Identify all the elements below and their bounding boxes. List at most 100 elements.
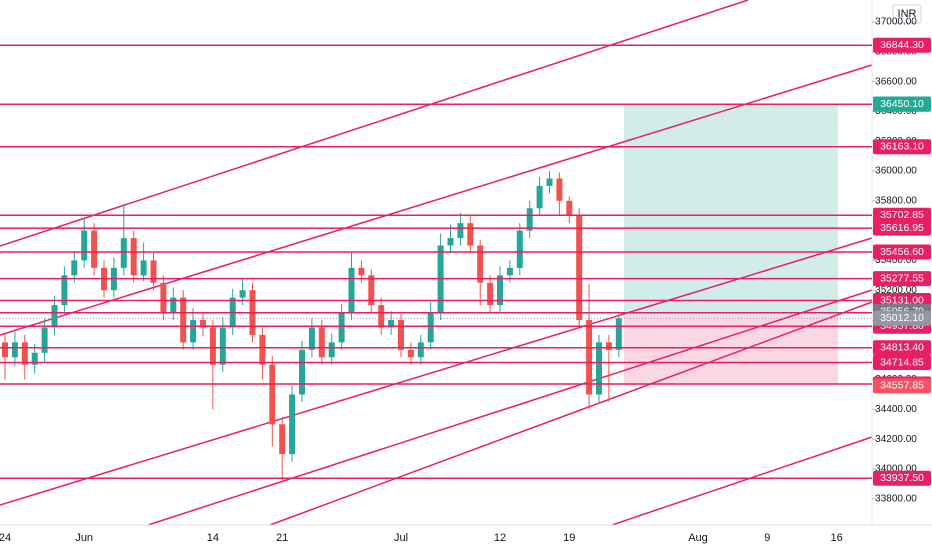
candle-body <box>140 260 147 276</box>
candle-body <box>51 305 58 328</box>
candle-body <box>368 275 375 306</box>
price-tag-label: 36450.10 <box>880 98 924 110</box>
level-tag-label: 35277.55 <box>880 272 924 284</box>
x-tick-label: 9 <box>764 532 770 544</box>
candle-body <box>328 342 335 358</box>
candle-body <box>41 327 48 353</box>
projection <box>624 104 838 385</box>
level-tag <box>873 354 931 370</box>
trend-line <box>147 289 873 526</box>
level-tag-label: 35616.95 <box>880 222 924 234</box>
candle-body <box>477 245 484 283</box>
level-tag-label: 36844.30 <box>880 39 924 51</box>
candle-body <box>506 267 513 276</box>
candle-body <box>526 208 533 231</box>
candle-body <box>61 275 68 306</box>
level-tag <box>873 340 931 356</box>
level-tag-label: 35456.60 <box>880 246 924 258</box>
candle-body <box>457 223 464 239</box>
candle-body <box>615 318 622 350</box>
price-tag <box>873 96 931 112</box>
candle-body <box>279 424 286 455</box>
candle-body <box>358 267 365 276</box>
candle-body <box>289 394 296 455</box>
y-tick-label: 37000.00 <box>875 17 917 28</box>
candle-body <box>378 305 385 328</box>
x-tick-label: 12 <box>494 532 506 544</box>
candle-body <box>497 275 503 306</box>
y-tick-label: 36600.00 <box>875 76 917 87</box>
x-tick-label: 14 <box>207 532 219 544</box>
candle-body <box>160 282 167 313</box>
candle-body <box>576 215 583 321</box>
candle-body <box>388 320 395 328</box>
y-tick-label: 34000.00 <box>875 464 917 475</box>
y-tick-label: 35400.00 <box>875 255 917 266</box>
candle-body <box>398 320 404 350</box>
level-tag <box>873 271 931 287</box>
currency-box[interactable] <box>892 4 922 24</box>
candle-body <box>2 342 8 358</box>
candle-body <box>605 342 612 350</box>
x-tick-label: Jun <box>75 532 93 544</box>
trend-line <box>269 301 873 526</box>
target-zone <box>624 104 838 316</box>
candle-body <box>586 320 593 395</box>
candle-body <box>566 200 573 216</box>
candle-body <box>536 185 543 209</box>
candle-body <box>447 238 454 246</box>
y-tick-label: 33800.00 <box>875 493 917 504</box>
candle-body <box>31 352 38 365</box>
candle-body <box>269 364 276 425</box>
candle-body <box>219 327 226 365</box>
channel-lines <box>0 0 873 526</box>
candle-body <box>467 223 474 246</box>
candle-body <box>556 178 563 201</box>
level-tag-label: 34813.40 <box>880 342 924 354</box>
level-tag <box>873 139 931 155</box>
candle-body <box>209 327 216 365</box>
level-tag <box>873 244 931 260</box>
candle-body <box>120 238 127 268</box>
y-tick-label: 34200.00 <box>875 434 917 445</box>
y-tick-label: 36000.00 <box>875 166 917 177</box>
x-tick-label: Aug <box>688 532 708 544</box>
candle-body <box>487 282 494 306</box>
trend-line <box>0 0 749 247</box>
level-tag <box>873 470 931 486</box>
trend-line <box>0 237 873 506</box>
trend-line <box>611 436 873 526</box>
x-tick-label: 21 <box>276 532 288 544</box>
candle-body <box>318 327 325 358</box>
candle-body <box>596 342 602 395</box>
y-tick-label: 35800.00 <box>875 195 917 206</box>
candle-body <box>21 342 28 365</box>
currency: INR <box>898 8 917 20</box>
level-tag <box>873 220 931 236</box>
candle-body <box>170 297 177 313</box>
candle-body <box>81 230 88 261</box>
level-tag-label: 36163.10 <box>880 141 924 153</box>
price-tag-label: 34557.85 <box>880 380 924 392</box>
level-tag-label: 35131.00 <box>880 294 924 306</box>
x-tick-label: 24 <box>0 532 11 544</box>
candle-body <box>91 230 98 268</box>
level-tag-label: 34714.85 <box>880 356 924 368</box>
candle-body <box>427 312 434 343</box>
y-tick-label: 34400.00 <box>875 404 917 415</box>
price-tag <box>873 310 931 326</box>
x-tick-label: 19 <box>563 532 575 544</box>
level-tag <box>873 207 931 223</box>
candle-body <box>308 327 315 350</box>
x-tick-label: 16 <box>830 532 842 544</box>
candle-body <box>200 320 206 328</box>
candle-body <box>417 342 424 358</box>
trend-line <box>0 64 873 336</box>
candle-body <box>11 342 18 358</box>
candle-body <box>180 297 187 343</box>
candle-body <box>348 267 355 313</box>
candle-body <box>71 260 78 276</box>
price-tag-label: 35012.10 <box>880 312 924 324</box>
candle-body <box>259 334 266 365</box>
